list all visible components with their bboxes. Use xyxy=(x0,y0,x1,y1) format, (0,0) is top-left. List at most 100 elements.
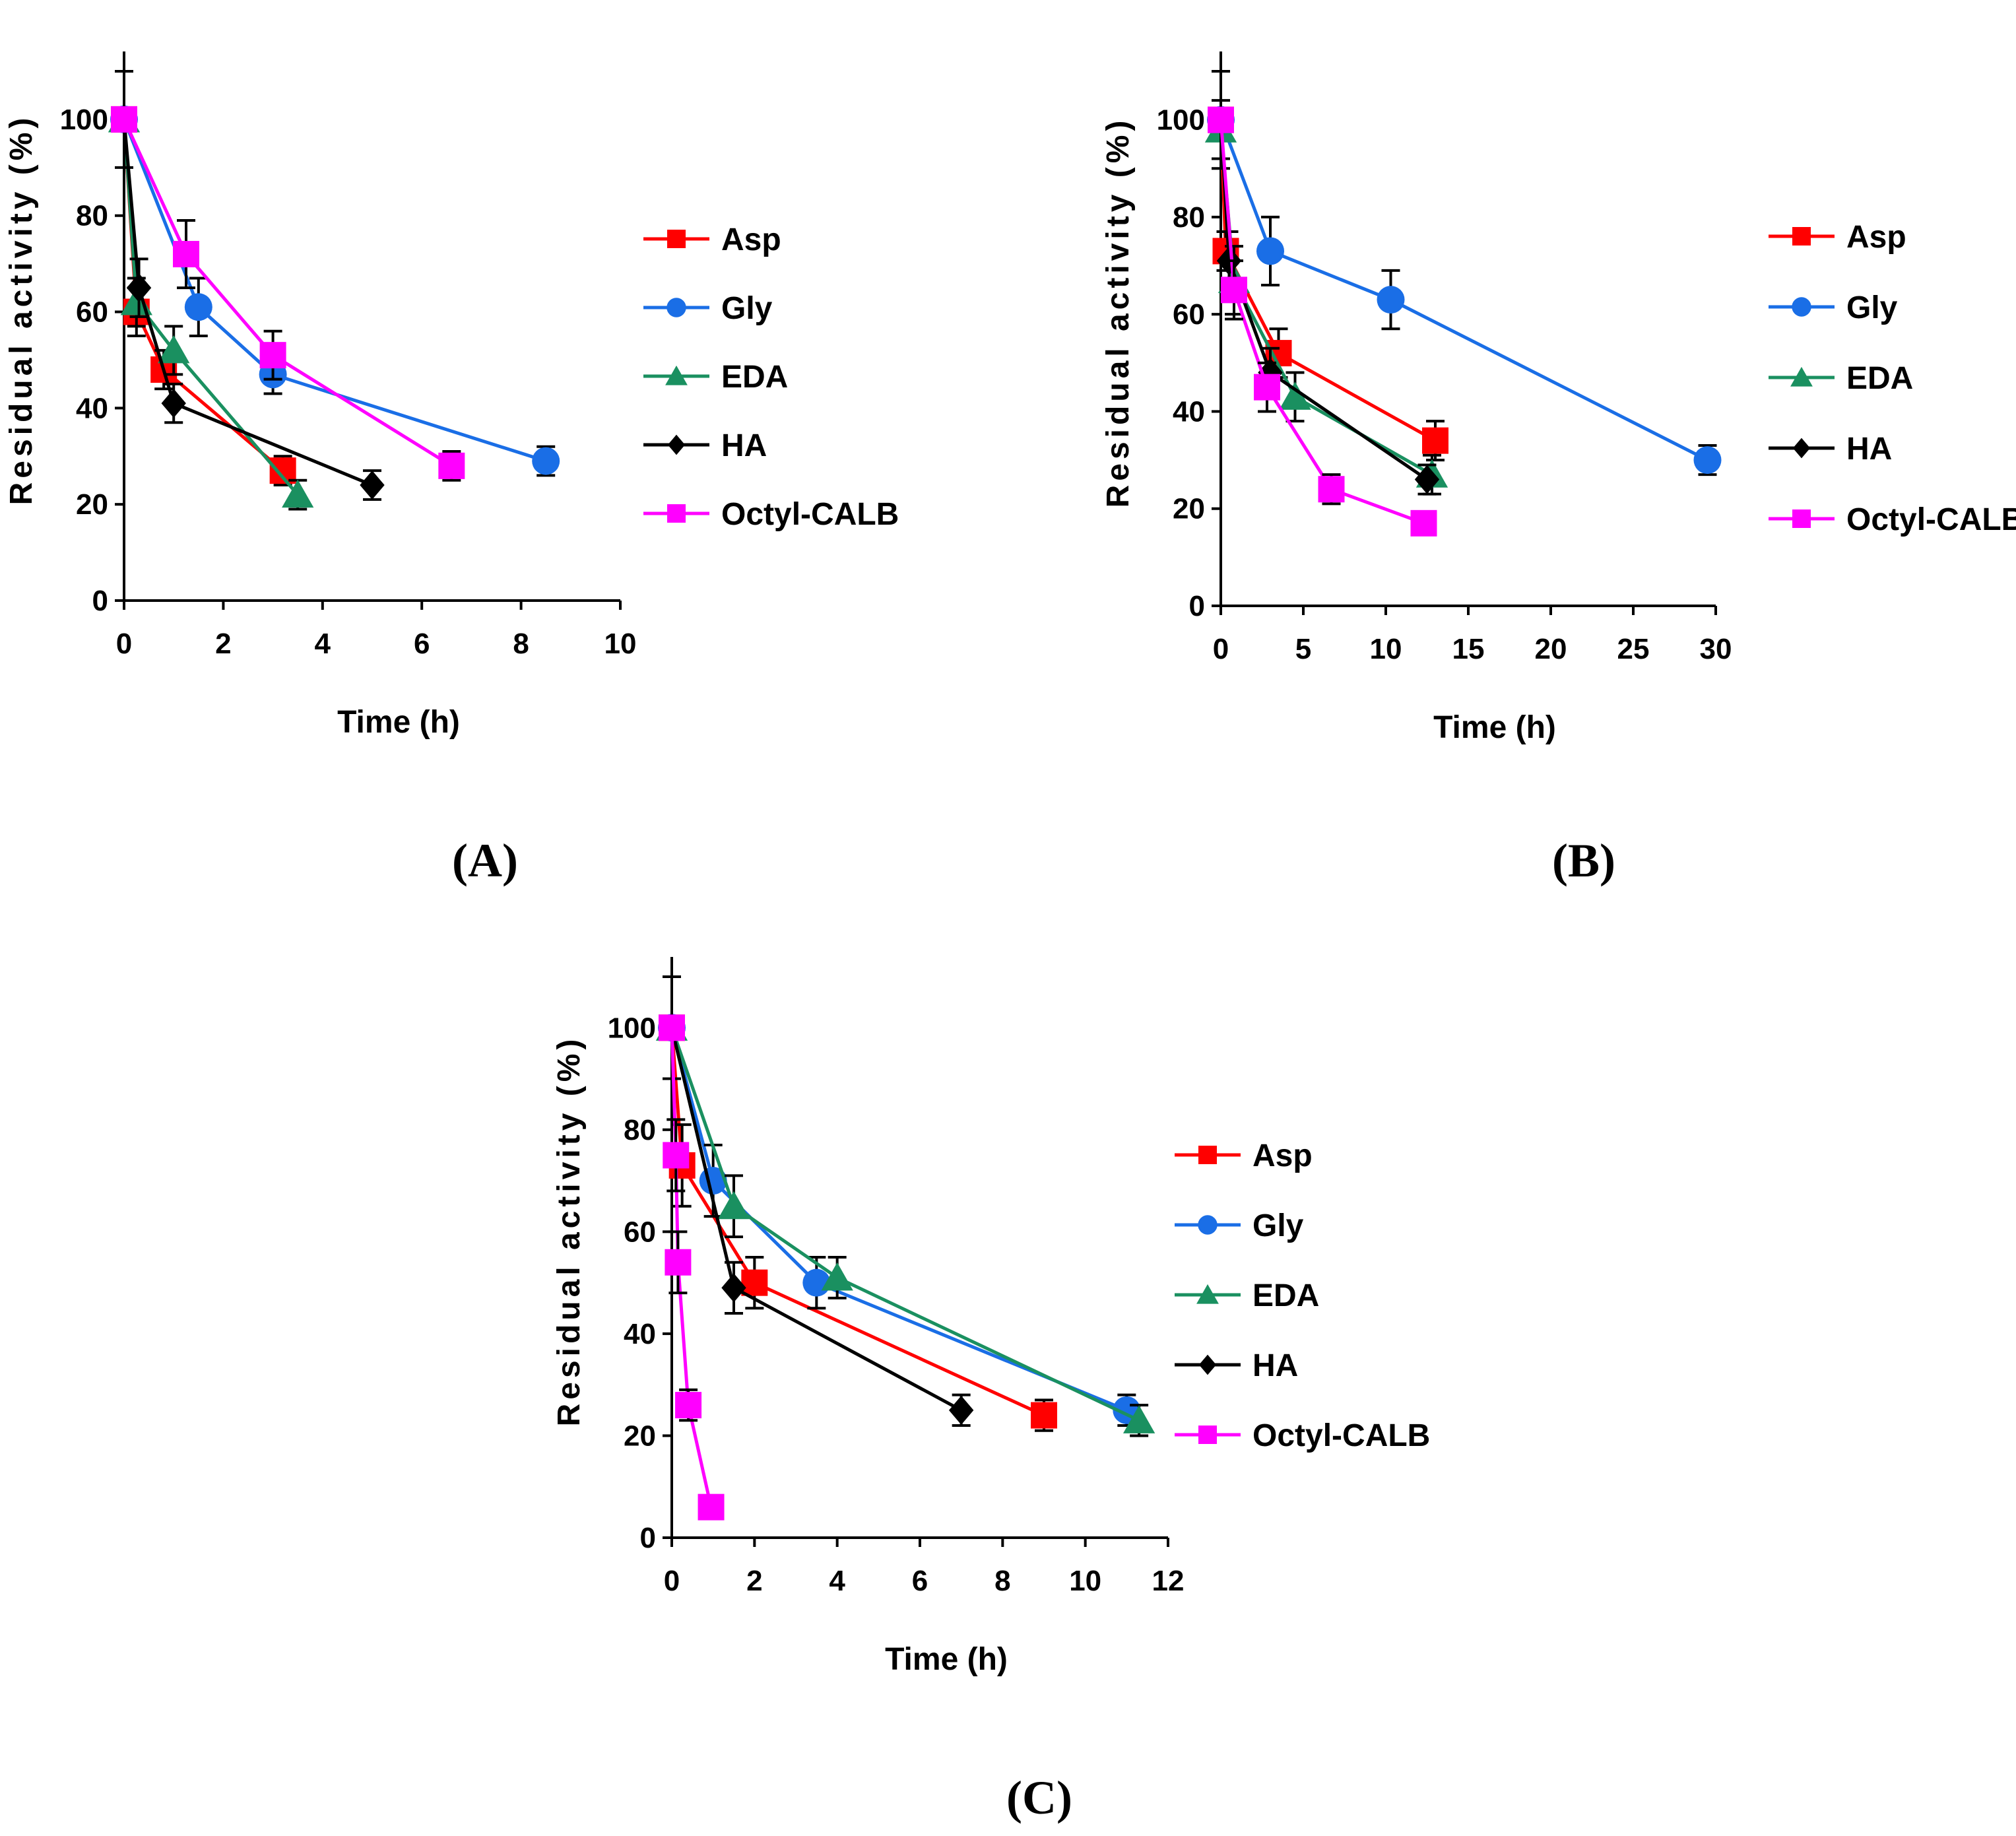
x-tick-label: 4 xyxy=(829,1565,845,1597)
series-octyl-calb xyxy=(1208,106,1437,537)
series-line xyxy=(670,1027,1128,1412)
data-point xyxy=(698,1493,725,1521)
legend-item: Gly xyxy=(1769,290,1898,325)
x-tick-label: 10 xyxy=(1370,633,1402,665)
data-point xyxy=(532,447,560,475)
x-tick-label: 10 xyxy=(1069,1565,1101,1597)
x-axis-title: Time (h) xyxy=(337,705,460,740)
data-point xyxy=(1256,237,1284,265)
y-tick-label: 60 xyxy=(624,1216,656,1248)
legend-item: EDA xyxy=(1175,1278,1319,1313)
data-point xyxy=(948,1395,974,1425)
data-point xyxy=(675,1392,702,1419)
series-line xyxy=(1219,119,1437,442)
legend-item: HA xyxy=(643,428,767,463)
y-tick-label: 60 xyxy=(76,296,108,329)
legend-marker xyxy=(1792,509,1811,528)
legend-marker xyxy=(1790,366,1813,387)
legend-item: Octyl-CALB xyxy=(1769,502,2016,537)
legend-label: Octyl-CALB xyxy=(1846,502,2016,537)
data-point xyxy=(1208,106,1234,133)
y-tick-label: 20 xyxy=(624,1420,656,1452)
y-tick-label: 100 xyxy=(1157,104,1205,137)
y-axis-title: Residual activity (%) xyxy=(552,1035,587,1427)
x-tick-label: 0 xyxy=(116,628,132,660)
x-tick-label: 8 xyxy=(513,628,529,660)
data-point xyxy=(126,273,152,303)
series-gly xyxy=(110,105,560,477)
data-point xyxy=(282,479,314,508)
legend-marker xyxy=(1198,1354,1217,1375)
legend-item: Gly xyxy=(1175,1208,1304,1243)
data-point xyxy=(741,1269,768,1296)
legend-item: Octyl-CALB xyxy=(643,497,899,532)
data-point xyxy=(1377,286,1405,314)
series-line xyxy=(122,119,373,487)
series-line xyxy=(122,118,453,467)
legend-marker xyxy=(667,298,686,317)
legend-label: HA xyxy=(1846,432,1892,467)
y-tick-label: 80 xyxy=(76,200,108,232)
x-tick-label: 0 xyxy=(664,1565,680,1597)
y-tick-label: 60 xyxy=(1173,298,1205,331)
y-axis-title: Residual activity (%) xyxy=(1101,117,1136,508)
legend-item: EDA xyxy=(1769,361,1913,396)
series-gly xyxy=(1207,106,1722,476)
data-point xyxy=(360,471,385,500)
series-line xyxy=(122,119,300,496)
legend-marker xyxy=(667,434,686,455)
data-point xyxy=(665,1249,692,1276)
data-point xyxy=(1254,374,1280,401)
x-tick-label: 2 xyxy=(746,1565,762,1597)
legend-marker xyxy=(667,504,686,523)
data-point xyxy=(1031,1402,1057,1429)
legend-label: HA xyxy=(721,428,767,463)
data-point xyxy=(158,335,190,364)
panel-label: (C) xyxy=(1006,1771,1072,1824)
x-tick-label: 10 xyxy=(604,628,637,660)
y-axis-title: Residual activity (%) xyxy=(4,114,39,506)
legend-label: Gly xyxy=(721,291,773,326)
data-point xyxy=(1221,277,1247,304)
y-tick-label: 20 xyxy=(76,488,108,521)
series-octyl-calb xyxy=(111,106,465,482)
data-point xyxy=(1279,381,1311,410)
data-point xyxy=(1693,446,1722,475)
y-tick-label: 0 xyxy=(1189,590,1205,622)
legend-marker xyxy=(667,230,686,248)
data-point xyxy=(1414,465,1440,494)
data-point xyxy=(717,1191,750,1220)
data-point xyxy=(111,106,137,133)
legend-marker xyxy=(1792,227,1811,246)
chart-panel-2: 0 20 40 60 80 100 0 5 10 15 20 25 30 Time (h) Residual… xyxy=(1101,51,2016,887)
data-point xyxy=(663,1142,690,1169)
data-point xyxy=(438,452,465,479)
y-tick-label: 100 xyxy=(60,104,108,136)
legend-marker xyxy=(1198,1146,1217,1164)
x-tick-label: 0 xyxy=(1213,633,1229,665)
x-axis-title: Time (h) xyxy=(885,1642,1008,1677)
x-axis-title: Time (h) xyxy=(1433,710,1556,745)
x-tick-label: 30 xyxy=(1700,633,1732,665)
legend-label: Gly xyxy=(1252,1208,1304,1243)
x-tick-label: 6 xyxy=(912,1565,928,1597)
legend-label: Octyl-CALB xyxy=(721,497,899,532)
data-point xyxy=(1422,427,1448,454)
x-tick-label: 12 xyxy=(1152,1565,1185,1597)
x-tick-label: 6 xyxy=(414,628,430,660)
y-tick-label: 40 xyxy=(76,392,108,424)
data-point xyxy=(659,1014,685,1041)
y-tick-label: 80 xyxy=(624,1114,656,1146)
panel-label: (A) xyxy=(452,834,518,887)
y-tick-label: 100 xyxy=(608,1012,656,1044)
data-point xyxy=(821,1262,853,1291)
legend-item: Asp xyxy=(1175,1138,1313,1173)
x-tick-label: 20 xyxy=(1535,633,1567,665)
chart-panel-1: 0 20 40 60 80 100 0 2 4 6 8 10 Time (h) Residual acti… xyxy=(4,51,899,887)
legend-label: HA xyxy=(1252,1348,1298,1383)
series-line xyxy=(122,118,546,463)
series-ha xyxy=(659,975,974,1427)
legend-label: Asp xyxy=(721,222,781,257)
series-line xyxy=(670,1028,1045,1417)
